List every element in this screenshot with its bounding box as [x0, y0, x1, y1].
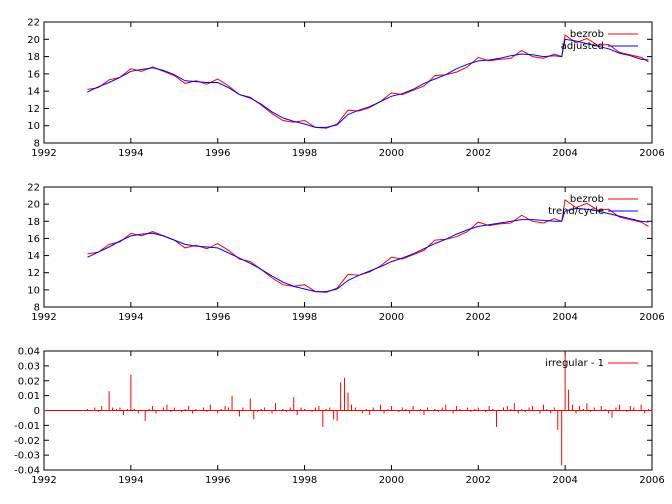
- y-tick-label: 8: [34, 139, 40, 150]
- y-tick-label: 18: [27, 217, 40, 228]
- x-tick-label: 2004: [552, 312, 577, 323]
- y-tick-label: 10: [27, 121, 40, 132]
- x-tick-label: 2000: [379, 312, 404, 323]
- x-tick-label: 1996: [205, 475, 230, 486]
- x-tick-label: 2004: [552, 148, 577, 159]
- y-tick-label: 0.04: [18, 347, 40, 358]
- plot-frame: [43, 186, 653, 308]
- y-tick-label: 0.01: [18, 391, 40, 402]
- x-tick-label: 2006: [639, 312, 664, 323]
- series-line-trend-cycle: [87, 207, 649, 293]
- x-tick-label: 1992: [31, 148, 56, 159]
- y-tick-label: 14: [27, 251, 40, 262]
- chart-panel-irregular: 1992 1994 1996 1998 2000 2002 2004 2006 -0.04 -0.…: [14, 347, 665, 487]
- y-tick-label: 12: [27, 268, 40, 279]
- y-tick-label: 0.02: [18, 376, 40, 387]
- y-tick-label: 18: [27, 52, 40, 63]
- y-tick-label: 20: [27, 200, 40, 211]
- x-tick-label: 1992: [31, 475, 56, 486]
- x-tick-label: 2000: [379, 148, 404, 159]
- legend-label: irregular - 1: [545, 358, 604, 369]
- y-tick-label: -0.03: [14, 451, 40, 462]
- legend-label: trend/cycle: [548, 206, 604, 217]
- y-tick-label: -0.01: [14, 421, 40, 432]
- y-tick-label: 8: [34, 303, 40, 314]
- legend-label: bezrob: [570, 29, 604, 40]
- x-tick-label: 1998: [292, 312, 317, 323]
- x-tick-label: 1992: [31, 312, 56, 323]
- x-tick-label: 1998: [292, 475, 317, 486]
- x-tick-label: 1996: [205, 312, 230, 323]
- x-tick-label: 2006: [639, 148, 664, 159]
- y-tick-label: 12: [27, 104, 40, 115]
- y-tick-label: 0: [34, 406, 40, 417]
- y-tick-label: -0.02: [14, 436, 40, 447]
- y-tick-label: 14: [27, 87, 40, 98]
- y-tick-label: 0.03: [18, 361, 40, 372]
- x-tick-label: 2004: [552, 475, 577, 486]
- legend-label: adjusted: [561, 41, 604, 52]
- x-tick-label: 2006: [639, 475, 664, 486]
- y-tick-label: 10: [27, 285, 40, 296]
- x-tick-label: 2002: [466, 312, 491, 323]
- x-tick-label: 2000: [379, 475, 404, 486]
- y-tick-label: 16: [27, 234, 40, 245]
- y-tick-label: 22: [27, 18, 40, 29]
- y-tick-label: 22: [27, 183, 40, 194]
- x-tick-label: 2002: [466, 148, 491, 159]
- plot-frame: [43, 21, 653, 144]
- x-tick-label: 1994: [118, 312, 143, 323]
- series-line-adjusted: [87, 38, 649, 128]
- legend-label: bezrob: [570, 194, 604, 205]
- y-tick-label: 16: [27, 69, 40, 80]
- chart-panel-bezrob-adjusted: 1992 1994 1996 1998 2000 2002 2004 2006 8 10 12 14 1…: [27, 18, 664, 160]
- x-tick-label: 1996: [205, 148, 230, 159]
- x-tick-label: 1998: [292, 148, 317, 159]
- y-tick-label: 20: [27, 35, 40, 46]
- x-tick-label: 1994: [118, 475, 143, 486]
- y-tick-label: -0.04: [14, 466, 40, 477]
- x-tick-label: 2002: [466, 475, 491, 486]
- x-tick-label: 1994: [118, 148, 143, 159]
- chart-panel-bezrob-trend-cycle: 1992 1994 1996 1998 2000 2002 2004 2006 8 10 12 14 1…: [27, 183, 664, 324]
